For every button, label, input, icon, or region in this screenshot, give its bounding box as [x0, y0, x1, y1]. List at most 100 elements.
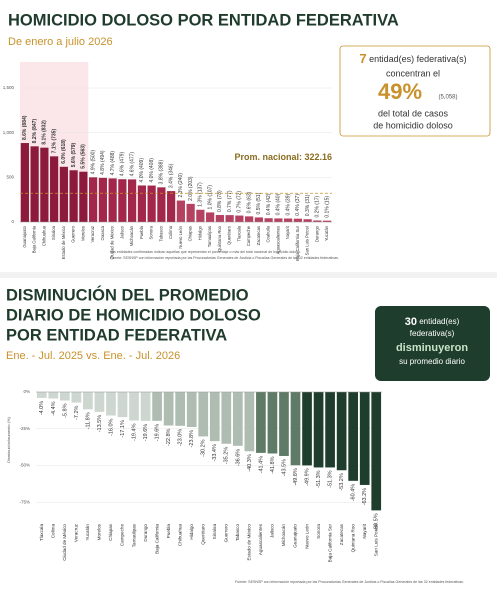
x-tick-label: San Luis Potosí	[305, 225, 310, 255]
data-label: 4.9% (500)	[90, 150, 96, 175]
bar	[163, 392, 174, 426]
summary-box	[375, 306, 490, 381]
source: Fuente: SESNSP con información reportada…	[110, 256, 339, 260]
bar	[274, 218, 283, 222]
x-tick-label: Hidalgo	[197, 225, 202, 240]
data-label: 4.7% (488)	[110, 151, 116, 176]
x-tick-label: Ciudad de México	[62, 524, 67, 561]
data-label: -41.8%	[270, 456, 276, 474]
x-tick-label: Querétaro	[227, 225, 232, 245]
data-label: 1.3% (137)	[198, 182, 204, 207]
bar	[215, 215, 224, 222]
source: Fuente: SESNSP con información reportada…	[235, 580, 464, 584]
data-label: -4.0%	[39, 401, 45, 415]
bar	[245, 216, 254, 222]
x-tick-label: Baja California	[32, 225, 37, 253]
bar	[30, 146, 39, 222]
data-label: -5.8%	[62, 403, 68, 417]
bar	[290, 392, 301, 466]
y-tick-label: 500	[6, 175, 14, 180]
x-tick-label: Nayarit	[362, 523, 367, 538]
bar	[313, 220, 322, 222]
bar	[106, 392, 116, 416]
data-label: -4.4%	[51, 401, 57, 415]
x-tick-label: Campeche	[246, 225, 251, 246]
chart-subtitle: Ene. - Jul. 2025 vs. Ene. - Jul. 2026	[6, 350, 180, 362]
data-label: 8.6% (884)	[22, 115, 28, 140]
bar	[69, 170, 78, 222]
x-tick-label: Ciudad de México	[110, 225, 115, 259]
data-label: 0.4% (40)	[276, 193, 282, 215]
x-tick-label: Zacatecas	[339, 523, 344, 545]
bar	[83, 392, 93, 410]
data-label: 0.4% (42)	[266, 193, 272, 215]
x-tick-label: Michoacán	[281, 524, 286, 547]
bar	[284, 218, 293, 222]
data-label: -19.6%	[143, 424, 149, 442]
data-label: 1.0% (107)	[207, 185, 213, 210]
x-tick-label: Hidalgo	[189, 524, 194, 540]
x-tick-label: Veracruz	[74, 523, 79, 542]
y-tick-label: -50%	[19, 463, 30, 468]
data-label: -23.8%	[189, 430, 195, 448]
summary-text: del total de casos	[378, 108, 449, 118]
x-tick-label: Nayarit	[285, 225, 290, 239]
data-label: 4.8% (494)	[100, 150, 106, 175]
bar	[244, 392, 255, 452]
y-tick-label: 0%	[23, 389, 30, 394]
data-label: 0.7% (77)	[227, 190, 233, 212]
summary-cases: (5,058)	[438, 95, 457, 101]
bar	[254, 217, 263, 222]
reference-label: Prom. nacional: 322.16	[234, 152, 332, 162]
data-label: -49.9%	[304, 468, 310, 486]
x-tick-label: Yucatán	[85, 524, 90, 541]
x-tick-label: Guanajuato	[293, 524, 298, 548]
x-tick-label: Baja California Sur	[295, 225, 300, 261]
bar	[176, 200, 185, 222]
data-label: -36.6%	[235, 449, 241, 467]
summary-text: concentran el	[386, 68, 440, 78]
x-tick-label: Nuevo León	[304, 524, 309, 549]
data-label: -40.3%	[247, 454, 253, 472]
data-label: -51.3%	[316, 470, 322, 488]
data-label: 0.6% (63)	[246, 191, 252, 213]
summary-box	[339, 45, 491, 137]
x-tick-label: Sonora	[149, 225, 154, 239]
data-label: -43.5%	[281, 459, 287, 477]
bar	[267, 392, 278, 454]
data-label: 3.4% (346)	[168, 163, 174, 188]
x-tick-label: Quintana Roo	[217, 225, 222, 252]
summary-text: de homicidio doloso	[373, 120, 453, 130]
x-tick-label: Jalisco	[270, 524, 275, 538]
data-label: -7.2%	[74, 405, 80, 419]
y-tick-label: 1,000	[3, 130, 15, 135]
bar	[325, 392, 335, 468]
data-label: -13.5%	[97, 415, 103, 433]
data-label: 0.4% (37)	[295, 194, 301, 216]
bar	[128, 179, 137, 222]
bar	[293, 218, 302, 222]
bar	[348, 392, 359, 481]
x-tick-label: Tabasco	[158, 225, 163, 241]
x-tick-label: Coahuila	[266, 225, 271, 242]
y-tick-label: -25%	[19, 426, 30, 431]
data-label: 2.0% (203)	[188, 176, 194, 201]
data-label: 7.1% (735)	[51, 129, 57, 154]
bar	[221, 392, 232, 444]
bar	[79, 171, 88, 222]
summary-text: disminuyeron	[396, 342, 468, 354]
x-tick-label: Baja California	[154, 524, 159, 554]
bar	[140, 392, 151, 421]
data-label: 3.8% (388)	[159, 160, 165, 185]
bar	[147, 185, 156, 222]
data-label: 4.0% (408)	[149, 158, 155, 183]
bar	[323, 220, 332, 222]
x-tick-label: Jalisco	[119, 225, 124, 238]
bar	[59, 166, 68, 222]
x-tick-label: Michoacán	[129, 225, 134, 246]
data-label: 0.1% (15)	[324, 196, 330, 218]
summary-count: 7	[359, 51, 366, 66]
x-tick-label: Chihuahua	[41, 225, 46, 246]
chart-subtitle: De enero a julio 2026	[8, 36, 113, 48]
x-tick-label: Estado de México	[61, 225, 66, 259]
